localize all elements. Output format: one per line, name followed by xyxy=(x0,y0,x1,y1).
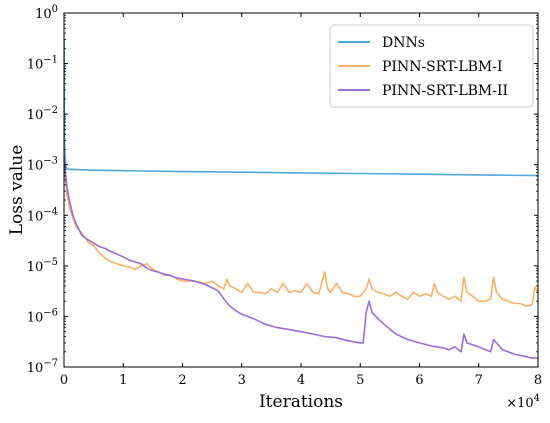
x-tick-label: 7 xyxy=(475,373,483,388)
x-tick-label: 0 xyxy=(60,373,68,388)
x-tick-label: 6 xyxy=(415,373,423,388)
x-tick-label: 2 xyxy=(178,373,186,388)
y-tick-label: 10−4 xyxy=(27,206,58,224)
x-multiplier-base: ×10 xyxy=(506,396,533,411)
y-tick-label: 10−3 xyxy=(27,156,58,174)
y-tick-label: 10−6 xyxy=(27,307,58,325)
series-line-3 xyxy=(64,149,538,359)
x-multiplier-exp: 4 xyxy=(534,393,540,404)
legend-box xyxy=(329,24,534,108)
x-tick-label: 5 xyxy=(356,373,364,388)
x-multiplier: ×104 xyxy=(506,393,540,411)
legend-label-3: PINN-SRT-LBM-II xyxy=(382,83,508,99)
x-axis-title: Iterations xyxy=(259,392,343,412)
y-tick-label: 10−2 xyxy=(27,105,58,123)
series-line-2 xyxy=(64,155,538,307)
y-tick-label: 10−1 xyxy=(27,55,58,73)
legend: DNNs PINN-SRT-LBM-I PINN-SRT-LBM-II xyxy=(329,24,534,108)
x-tick-label: 4 xyxy=(297,373,305,388)
x-tick-label: 3 xyxy=(238,373,246,388)
y-tick-label: 100 xyxy=(35,4,58,22)
legend-label-1: DNNs xyxy=(382,35,425,51)
ticks-layer: 0 1 2 3 4 5 6 7 8 100 10−1 10−2 10−3 10−4 10−5 10−6 10−7 xyxy=(27,4,542,388)
legend-label-2: PINN-SRT-LBM-I xyxy=(382,59,503,75)
y-tick-label: 10−7 xyxy=(27,358,58,376)
x-tick-label: 1 xyxy=(119,373,127,388)
y-axis-title: Loss value xyxy=(7,145,27,236)
y-tick-label: 10−5 xyxy=(27,257,58,275)
x-tick-label: 8 xyxy=(534,373,542,388)
